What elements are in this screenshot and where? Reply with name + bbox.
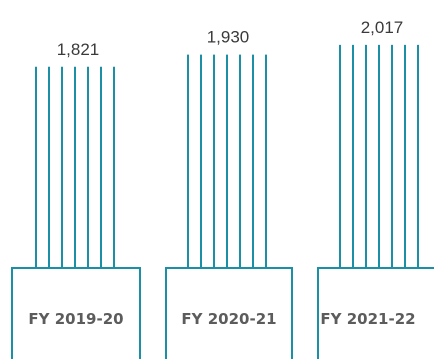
category-label: FY 2021-22 xyxy=(320,310,415,328)
category-label: FY 2019-20 xyxy=(28,310,123,328)
value-label: 2,017 xyxy=(361,18,404,37)
value-label: 1,930 xyxy=(207,28,250,47)
category-label: FY 2020-21 xyxy=(181,310,276,328)
value-label: 1,821 xyxy=(57,40,100,59)
